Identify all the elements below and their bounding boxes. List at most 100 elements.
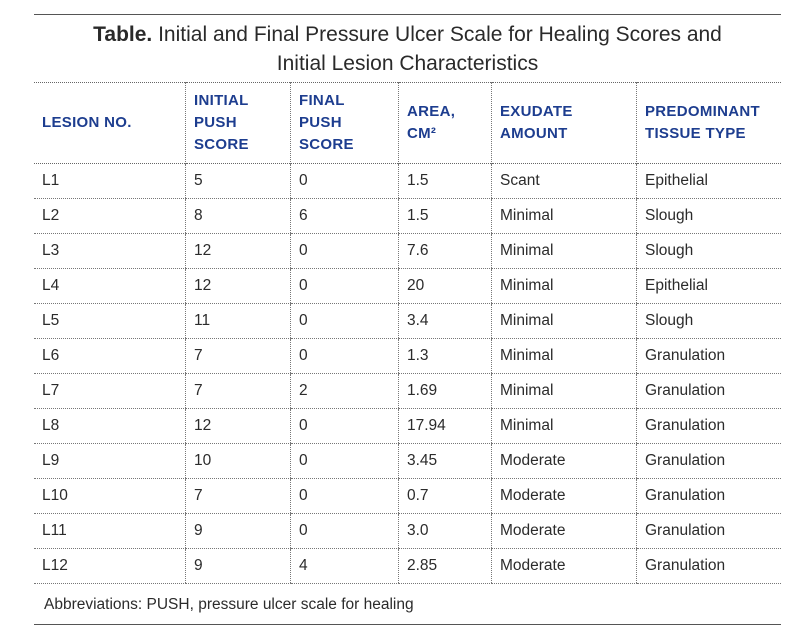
cell-tissue-type: Slough: [636, 198, 781, 234]
cell-exudate-amount: Moderate: [491, 478, 637, 514]
cell-initial-push-score: 11: [185, 303, 291, 339]
header-row: LESION NO. INITIAL PUSH SCORE FINAL PUSH SCORE…: [34, 82, 781, 164]
cell-area-cm2: 20: [398, 268, 492, 304]
cell-area-cm2: 1.69: [398, 373, 492, 409]
cell-tissue-type: Granulation: [636, 513, 781, 549]
table-body: L1 5 0 1.5 Scant Epithelial L2 8 6 1.5 Minimal Slou…: [34, 163, 781, 584]
header-final-push-score: FINAL PUSH SCORE: [290, 82, 399, 164]
header-exudate-amount: EXUDATE AMOUNT: [491, 82, 637, 164]
cell-lesion-no: L12: [34, 548, 186, 584]
cell-tissue-type: Granulation: [636, 373, 781, 409]
bottom-rule: [34, 624, 781, 625]
header-line: FINAL: [299, 92, 345, 109]
header-tissue-type: PREDOMINANT TISSUE TYPE: [636, 82, 781, 164]
cell-initial-push-score: 5: [185, 163, 291, 199]
cell-exudate-amount: Minimal: [491, 303, 637, 339]
cell-final-push-score: 0: [290, 443, 399, 479]
footnote: Abbreviations: PUSH, pressure ulcer scal…: [44, 596, 414, 613]
table-row: L11 9 0 3.0 Moderate Granulation: [34, 513, 781, 549]
table-row: L7 7 2 1.69 Minimal Granulation: [34, 373, 781, 409]
cell-lesion-no: L10: [34, 478, 186, 514]
table-row: L1 5 0 1.5 Scant Epithelial: [34, 163, 781, 199]
cell-exudate-amount: Scant: [491, 163, 637, 199]
cell-exudate-amount: Minimal: [491, 233, 637, 269]
cell-final-push-score: 0: [290, 268, 399, 304]
cell-final-push-score: 0: [290, 513, 399, 549]
cell-area-cm2: 1.5: [398, 163, 492, 199]
cell-area-cm2: 2.85: [398, 548, 492, 584]
cell-initial-push-score: 12: [185, 408, 291, 444]
cell-tissue-type: Granulation: [636, 443, 781, 479]
cell-tissue-type: Granulation: [636, 408, 781, 444]
table-row: L10 7 0 0.7 Moderate Granulation: [34, 478, 781, 514]
cell-initial-push-score: 8: [185, 198, 291, 234]
cell-exudate-amount: Minimal: [491, 338, 637, 374]
table-row: L2 8 6 1.5 Minimal Slough: [34, 198, 781, 234]
cell-area-cm2: 7.6: [398, 233, 492, 269]
lesion-table: LESION NO. INITIAL PUSH SCORE FINAL PUSH SCORE…: [34, 82, 781, 584]
header-line: LESION NO.: [42, 114, 132, 131]
header-line: SCORE: [299, 136, 354, 153]
header-line: AMOUNT: [500, 125, 568, 142]
cell-final-push-score: 0: [290, 163, 399, 199]
cell-initial-push-score: 7: [185, 478, 291, 514]
header-line: PUSH: [194, 114, 237, 131]
cell-final-push-score: 0: [290, 338, 399, 374]
table-row: L3 12 0 7.6 Minimal Slough: [34, 233, 781, 269]
cell-area-cm2: 3.0: [398, 513, 492, 549]
header-line: PUSH: [299, 114, 342, 131]
cell-exudate-amount: Moderate: [491, 443, 637, 479]
cell-lesion-no: L6: [34, 338, 186, 374]
cell-lesion-no: L11: [34, 513, 186, 549]
cell-lesion-no: L9: [34, 443, 186, 479]
cell-area-cm2: 17.94: [398, 408, 492, 444]
cell-tissue-type: Granulation: [636, 478, 781, 514]
cell-tissue-type: Slough: [636, 303, 781, 339]
cell-final-push-score: 0: [290, 303, 399, 339]
cell-tissue-type: Epithelial: [636, 163, 781, 199]
cell-lesion-no: L7: [34, 373, 186, 409]
cell-initial-push-score: 12: [185, 233, 291, 269]
cell-exudate-amount: Minimal: [491, 408, 637, 444]
cell-final-push-score: 4: [290, 548, 399, 584]
cell-lesion-no: L4: [34, 268, 186, 304]
cell-area-cm2: 0.7: [398, 478, 492, 514]
cell-initial-push-score: 12: [185, 268, 291, 304]
cell-area-cm2: 1.5: [398, 198, 492, 234]
cell-area-cm2: 1.3: [398, 338, 492, 374]
table-row: L4 12 0 20 Minimal Epithelial: [34, 268, 781, 304]
title-line-1: Initial and Final Pressure Ulcer Scale f…: [158, 23, 722, 46]
header-area-cm2: AREA, CM²: [398, 82, 492, 164]
table-row: L9 10 0 3.45 Moderate Granulation: [34, 443, 781, 479]
header-line: AREA,: [407, 103, 456, 120]
table-title: Table. Initial and Final Pressure Ulcer …: [34, 15, 781, 82]
title-label: Table.: [93, 23, 153, 46]
header-line: CM²: [407, 125, 437, 142]
header-lesion-no: LESION NO.: [34, 83, 186, 164]
cell-lesion-no: L3: [34, 233, 186, 269]
cell-exudate-amount: Minimal: [491, 268, 637, 304]
header-line: SCORE: [194, 136, 249, 153]
header-line: INITIAL: [194, 92, 249, 109]
cell-tissue-type: Granulation: [636, 548, 781, 584]
cell-exudate-amount: Minimal: [491, 373, 637, 409]
cell-exudate-amount: Moderate: [491, 548, 637, 584]
table-row: L5 11 0 3.4 Minimal Slough: [34, 303, 781, 339]
table-row: L12 9 4 2.85 Moderate Granulation: [34, 548, 781, 584]
cell-exudate-amount: Minimal: [491, 198, 637, 234]
header-initial-push-score: INITIAL PUSH SCORE: [185, 82, 291, 164]
cell-tissue-type: Granulation: [636, 338, 781, 374]
cell-lesion-no: L1: [34, 163, 186, 199]
cell-initial-push-score: 7: [185, 373, 291, 409]
cell-lesion-no: L2: [34, 198, 186, 234]
cell-area-cm2: 3.4: [398, 303, 492, 339]
cell-final-push-score: 0: [290, 408, 399, 444]
cell-final-push-score: 0: [290, 233, 399, 269]
table-row: L6 7 0 1.3 Minimal Granulation: [34, 338, 781, 374]
cell-tissue-type: Epithelial: [636, 268, 781, 304]
header-line: TISSUE TYPE: [645, 125, 746, 142]
title-line-2: Initial Lesion Characteristics: [276, 52, 539, 75]
cell-final-push-score: 0: [290, 478, 399, 514]
header-line: PREDOMINANT: [645, 103, 760, 120]
cell-lesion-no: L5: [34, 303, 186, 339]
